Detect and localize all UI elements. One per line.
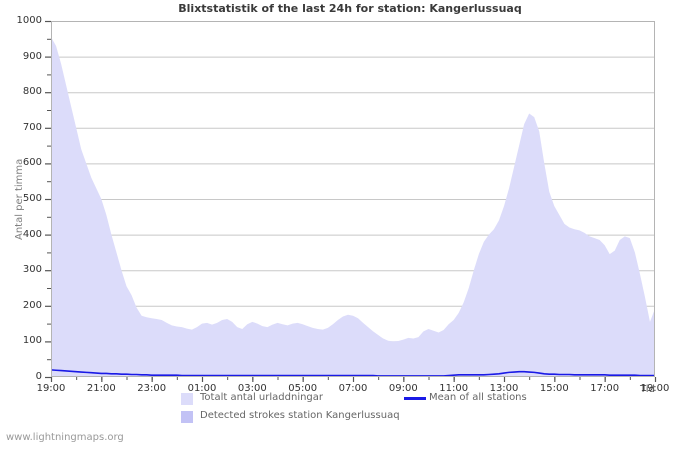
watermark: www.lightningmaps.org <box>6 432 124 443</box>
x-tick-label: 01:00 <box>187 383 217 394</box>
y-tick-label: 500 <box>22 193 42 204</box>
x-tick-label: 15:00 <box>539 383 569 394</box>
y-tick-label: 0 <box>35 371 42 382</box>
y-tick-label: 200 <box>22 299 42 311</box>
y-tick-label: 100 <box>22 335 42 347</box>
x-tick-label: 19:00 <box>36 383 66 394</box>
legend-label: Totalt antal urladdningar <box>200 392 324 403</box>
x-tick-label: 11:00 <box>439 383 469 394</box>
y-tick-label: 600 <box>22 157 42 169</box>
y-tick-label: 900 <box>22 50 42 62</box>
x-tick-label: 05:00 <box>288 383 318 394</box>
x-tick-label: 23:00 <box>137 383 167 394</box>
x-tick-label: 19:00 <box>640 383 670 394</box>
legend-swatch <box>181 411 193 423</box>
y-tick-label: 400 <box>22 228 42 240</box>
y-tick-label: 300 <box>22 264 42 276</box>
legend-label: Detected strokes station Kangerlussuaq <box>200 410 400 421</box>
x-tick-label: 21:00 <box>86 383 116 394</box>
x-tick-label: 17:00 <box>590 383 620 394</box>
page-title: Blixtstatistik of the last 24h for stati… <box>178 2 522 15</box>
x-tick-label: 07:00 <box>338 383 368 394</box>
legend-line-marker <box>404 397 426 400</box>
y-tick-label: 1000 <box>16 15 42 26</box>
x-tick-label: 09:00 <box>388 383 418 394</box>
y-tick-label: 700 <box>22 121 42 133</box>
x-tick-label: 13:00 <box>489 383 519 394</box>
y-tick-label: 800 <box>22 86 42 98</box>
legend-swatch <box>181 393 193 405</box>
legend-label: Mean of all stations <box>429 392 527 403</box>
x-axis-label: Tid <box>640 384 655 395</box>
x-tick-label: 03:00 <box>237 383 267 394</box>
